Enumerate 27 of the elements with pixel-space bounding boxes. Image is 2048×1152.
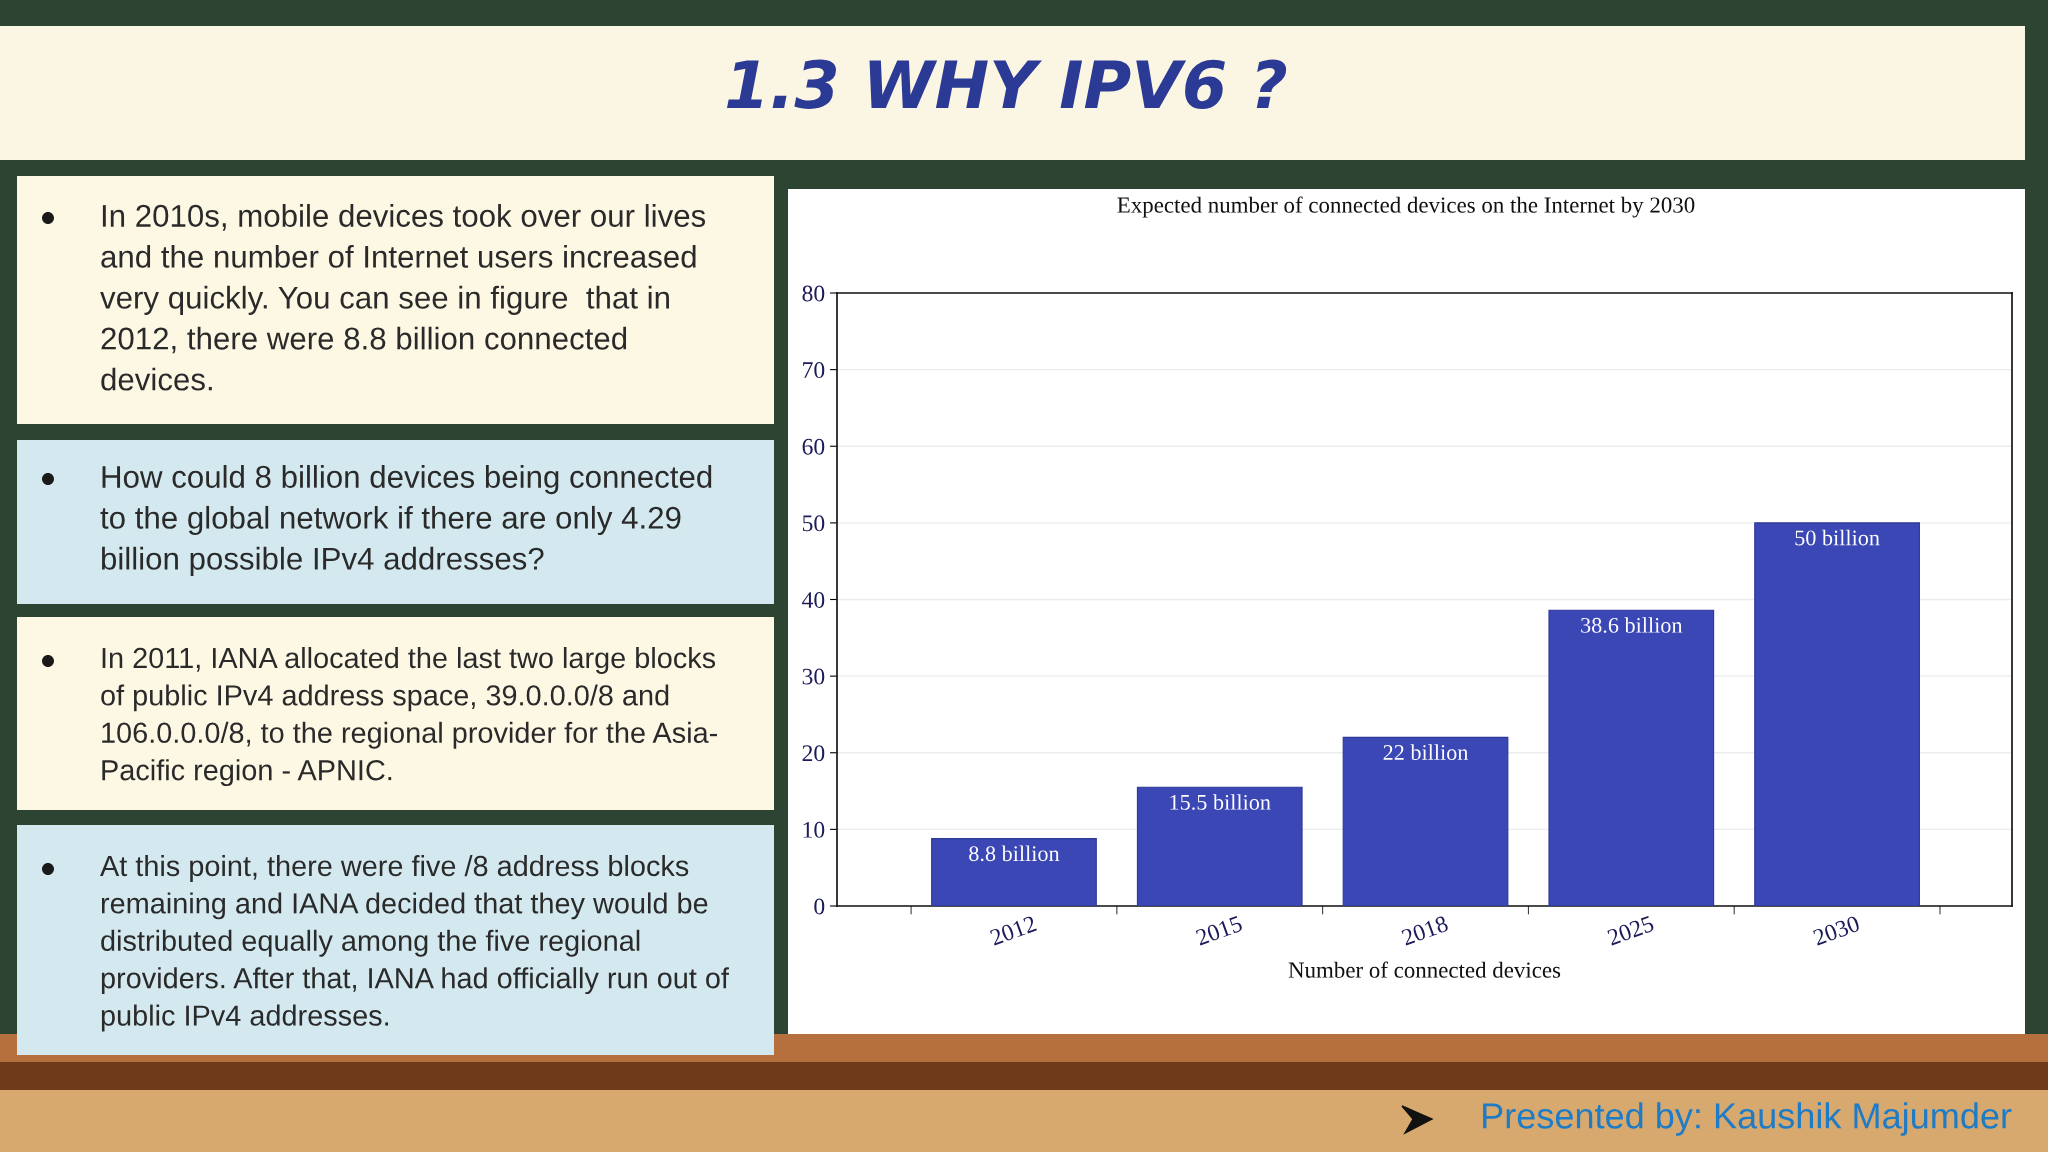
data-label: 8.8 billion (969, 845, 1060, 862)
x-tick-label: 2025 (1606, 915, 1655, 946)
x-tick-label: 2015 (1195, 915, 1244, 946)
text: How could 8 billion devices being connected to the global network if there are only 4.29 billion possible IPv4 addresses? (100, 465, 712, 576)
text: At this point, there were five /8 address blocks remaining and IANA decided that they would be distributed equally among the five regional providers. After that, IANA had officially run out of public IPv4 addresses. (100, 855, 730, 1032)
data-label: 22 billion (1383, 744, 1469, 761)
y-tick-label: 80 (802, 285, 825, 302)
x-tick-label: 2012 (989, 915, 1037, 946)
text: In 2011, IANA allocated the last two large blocks of public IPv4 address space, 39.0.0.0/8 and 106.0.0.0/8, to the regional provider for the Asia- Pacific region - APNIC. (101, 647, 718, 787)
y-tick-label: 70 (803, 362, 825, 379)
data-label: 38.6 billion (1581, 617, 1683, 633)
chart-subtitle: Expected number of connected devices on the Internet by 2030 (1117, 196, 1695, 218)
y-tick-label: 30 (802, 668, 825, 685)
y-tick-label: 60 (802, 438, 825, 455)
y-tick-label: 10 (803, 821, 825, 838)
data-label: 15.5 billion (1170, 794, 1271, 810)
x-tick-label: 2018 (1400, 915, 1449, 946)
x-axis-title: Number of connected devices (1288, 961, 1561, 978)
y-tick-label: 0 (814, 898, 825, 915)
y-tick-label: 20 (802, 745, 825, 762)
data-label: 50 billion (1795, 529, 1880, 546)
chart-title: 1.3 WHY IPV6 ? (726, 59, 1287, 109)
y-tick-label: 40 (802, 591, 825, 608)
text: In 2010s, mobile devices took over our lives and the number of Internet users increased very quickly. You can see in figure that in 2012, there were 8.8 billion connected devices. (100, 204, 706, 391)
x-tick-label: 2030 (1812, 915, 1861, 946)
text: Presented by: Kaushik Majumder (1483, 1102, 2012, 1136)
y-tick-label: 50 (802, 515, 825, 532)
